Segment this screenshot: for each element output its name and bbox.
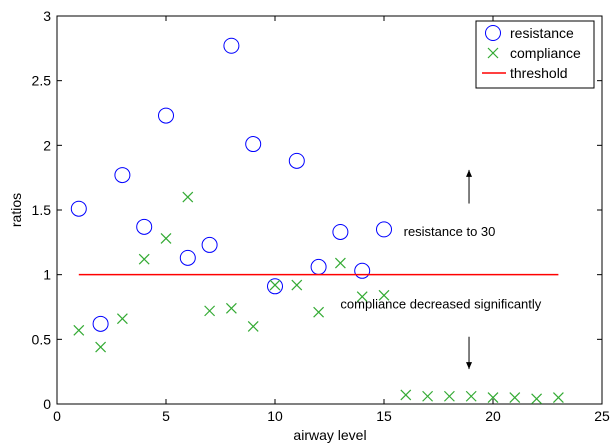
x-tick-label: 25 — [594, 408, 610, 424]
y-tick-label: 0 — [43, 396, 51, 412]
y-tick-label: 3 — [43, 8, 51, 24]
compliance-point — [73, 324, 85, 336]
compliance-point — [334, 257, 346, 269]
resistance-point — [354, 262, 371, 279]
resistance-point — [158, 107, 174, 124]
legend-label-threshold: threshold — [510, 65, 568, 81]
data-marks — [70, 37, 564, 405]
compliance-point — [422, 390, 434, 402]
y-tick-label: 2.5 — [32, 73, 52, 89]
compliance-point-stroke — [73, 324, 85, 336]
legend-box — [475, 20, 595, 89]
legend-swatch-stroke — [487, 47, 499, 59]
compliance-point-stroke — [95, 341, 107, 353]
compliance-point — [182, 191, 194, 203]
resistance-point — [223, 37, 240, 54]
compliance-point-stroke — [443, 390, 455, 402]
compliance-point-stroke — [204, 305, 216, 317]
compliance-point-stroke — [160, 233, 172, 244]
annotation-text: compliance decreased significantly — [340, 296, 541, 311]
resistance-point — [332, 223, 349, 240]
compliance-point — [160, 233, 172, 244]
resistance-point — [92, 315, 109, 332]
compliance-point — [269, 279, 281, 291]
y-axis-label: ratios — [8, 193, 24, 227]
compliance-point-stroke — [422, 390, 434, 402]
resistance-point — [201, 236, 218, 253]
compliance-point-stroke — [356, 291, 368, 303]
axis-ticks: 0 5 10 15 20 25 0 0.5 1 1.5 2 2.5 3 — [32, 8, 610, 424]
compliance-point-stroke — [531, 393, 543, 405]
legend-swatch-compliance — [487, 47, 499, 59]
compliance-point-stroke — [487, 392, 499, 403]
compliance-point — [465, 390, 477, 402]
annotation-arrow-head — [466, 362, 473, 370]
legend: resistance compliance threshold — [475, 20, 595, 89]
compliance-point-stroke — [247, 320, 259, 332]
compliance-point — [531, 393, 543, 405]
resistance-point — [288, 152, 305, 169]
compliance-point — [487, 392, 499, 403]
annotation-arrow-head — [466, 169, 473, 177]
x-tick-label: 5 — [162, 408, 170, 424]
annotations: resistance to 30 compliance decreased sig… — [340, 169, 542, 370]
annotation-text: resistance to 30 — [404, 224, 496, 239]
legend-swatch-resistance — [485, 25, 501, 41]
compliance-point — [400, 389, 412, 401]
compliance-point-stroke — [465, 390, 477, 402]
y-tick-label: 0.5 — [32, 331, 52, 347]
compliance-point-stroke — [138, 253, 150, 265]
compliance-point — [509, 392, 521, 403]
y-tick-label: 2 — [43, 137, 51, 153]
x-tick-label: 15 — [376, 408, 392, 424]
compliance-point — [378, 289, 390, 301]
compliance-point-stroke — [225, 302, 237, 314]
compliance-point — [225, 302, 237, 314]
compliance-point-stroke — [400, 389, 412, 401]
compliance-point — [204, 305, 216, 317]
resistance-point — [245, 136, 262, 153]
compliance-point — [291, 279, 303, 291]
y-tick-label: 1.5 — [32, 202, 52, 218]
compliance-point — [95, 341, 107, 353]
y-tick-label: 1 — [43, 267, 51, 283]
resistance-point — [136, 218, 153, 235]
compliance-point-stroke — [334, 257, 346, 269]
compliance-point-stroke — [291, 279, 303, 291]
resistance-point — [70, 200, 87, 217]
x-tick-label: 0 — [53, 408, 61, 424]
x-axis-label: airway level — [293, 427, 366, 443]
compliance-point — [443, 390, 455, 402]
legend-label-compliance: compliance — [510, 45, 581, 61]
resistance-point — [179, 249, 196, 266]
x-tick-label: 10 — [267, 408, 283, 424]
compliance-point — [356, 291, 368, 303]
legend-label-resistance: resistance — [510, 25, 574, 41]
compliance-point — [313, 306, 325, 318]
x-tick-label: 20 — [485, 408, 501, 424]
compliance-point — [247, 320, 259, 332]
compliance-point-stroke — [269, 279, 281, 291]
resistance-point — [376, 221, 392, 238]
compliance-point-stroke — [313, 306, 325, 318]
compliance-point-stroke — [116, 313, 128, 325]
compliance-point — [552, 392, 564, 403]
compliance-point — [116, 313, 128, 325]
compliance-point-stroke — [378, 289, 390, 301]
compliance-point-stroke — [182, 191, 194, 203]
compliance-point — [138, 253, 150, 265]
resistance-point — [114, 167, 131, 184]
compliance-point-stroke — [552, 392, 564, 403]
compliance-point-stroke — [509, 392, 521, 403]
resistance-point — [267, 278, 283, 295]
